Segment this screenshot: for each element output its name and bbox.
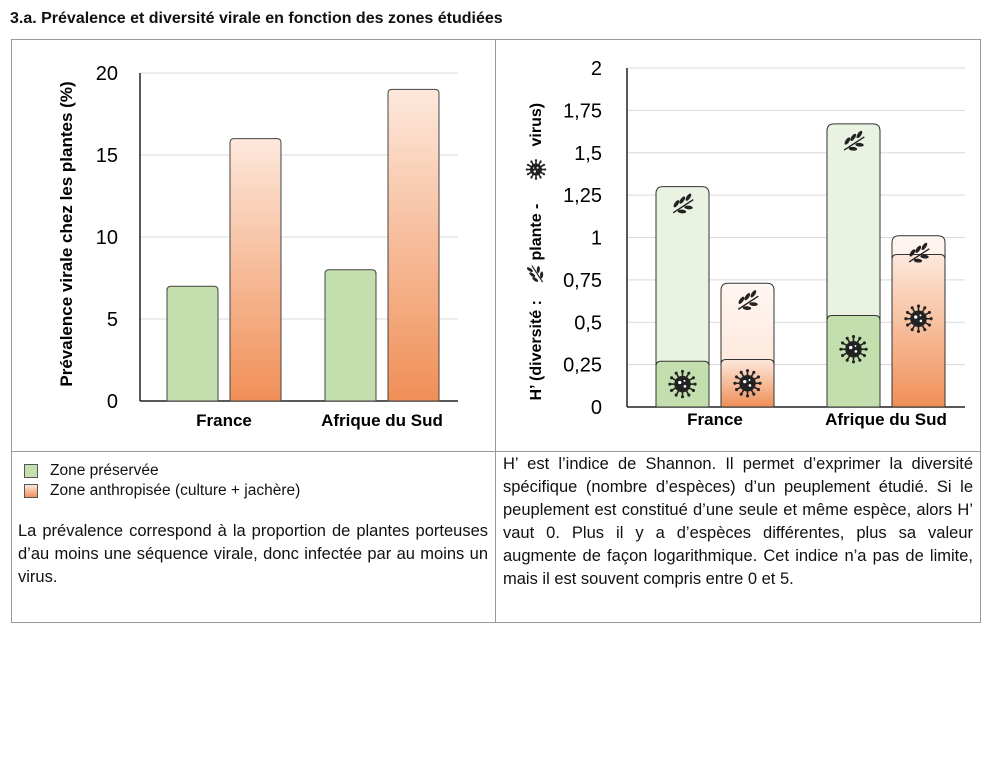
prevalence-chart: 0 5 10 15 20 France Afrique du Sud Prévalence v… [57,63,458,430]
frame-divider-vertical [495,39,496,623]
x-category-label: France [196,411,252,430]
legend-swatch-preserved [24,464,38,478]
plant-icon [908,242,930,263]
frame-divider-horizontal [11,451,981,452]
y-axis-label: H’ (diversité : plante - virus) [525,103,547,401]
x-category-label: Afrique du Sud [825,410,947,429]
virus-icon [839,335,868,364]
shannon-diversity-chart: 0 0,25 0,5 0,75 1 1,25 1,5 1,75 2 France Afrique d… [525,58,965,429]
y-tick-label: 0,25 [563,355,602,377]
y-tick-label: 20 [96,63,118,85]
x-category-label: France [687,410,743,429]
virus-icon [733,369,762,398]
x-category-label: Afrique du Sud [321,411,443,430]
shannon-definition: H’ est l’indice de Shannon. Il permet d’… [503,455,973,588]
y-tick-label: 1,75 [563,100,602,122]
virus-icon [525,159,547,180]
plant-icon [737,290,759,310]
y-axis-label-part: virus) [528,103,545,147]
figure-frame [11,39,981,623]
virus-icon [668,369,697,399]
plant-icon [526,265,544,283]
y-tick-label: 2 [591,58,602,80]
legend-item-anthropized: Zone anthropisée (culture + jachère) [24,481,300,501]
legend-label-anthropized: Zone anthropisée (culture + jachère) [50,482,301,499]
bar-preserved [324,269,377,402]
y-tick-label: 0,75 [563,270,602,292]
page-title: 3.a. Prévalence et diversité virale en f… [10,10,503,27]
bar-anthropized [387,88,440,402]
legend: Zone préservée Zone anthropisée (culture… [24,461,300,501]
bar-anthropized [229,138,282,402]
legend-item-preserved: Zone préservée [24,461,300,481]
y-axis-label-part: plante - [528,204,545,261]
plant-icon [843,130,865,151]
prevalence-definition: La prévalence correspond à la proportion… [18,522,488,586]
y-tick-label: 0,5 [574,312,602,334]
legend-label-preserved: Zone préservée [50,462,159,479]
virus-icon [904,304,933,333]
y-tick-label: 5 [107,309,118,331]
y-tick-label: 1 [591,228,602,250]
legend-swatch-anthropized [24,484,38,498]
y-tick-label: 1,5 [574,143,602,165]
bar-preserved [166,285,219,402]
bar-plant-diversity-preserved [655,186,710,408]
plant-icon [672,193,694,214]
y-tick-label: 15 [96,145,118,167]
y-tick-label: 1,25 [563,185,602,207]
y-axis-label: Prévalence virale chez les plantes (%) [57,81,76,386]
y-tick-label: 10 [96,227,118,249]
y-tick-label: 0 [591,397,602,419]
y-axis-label-part: H’ (diversité : [528,300,545,400]
y-tick-label: 0 [107,391,118,413]
